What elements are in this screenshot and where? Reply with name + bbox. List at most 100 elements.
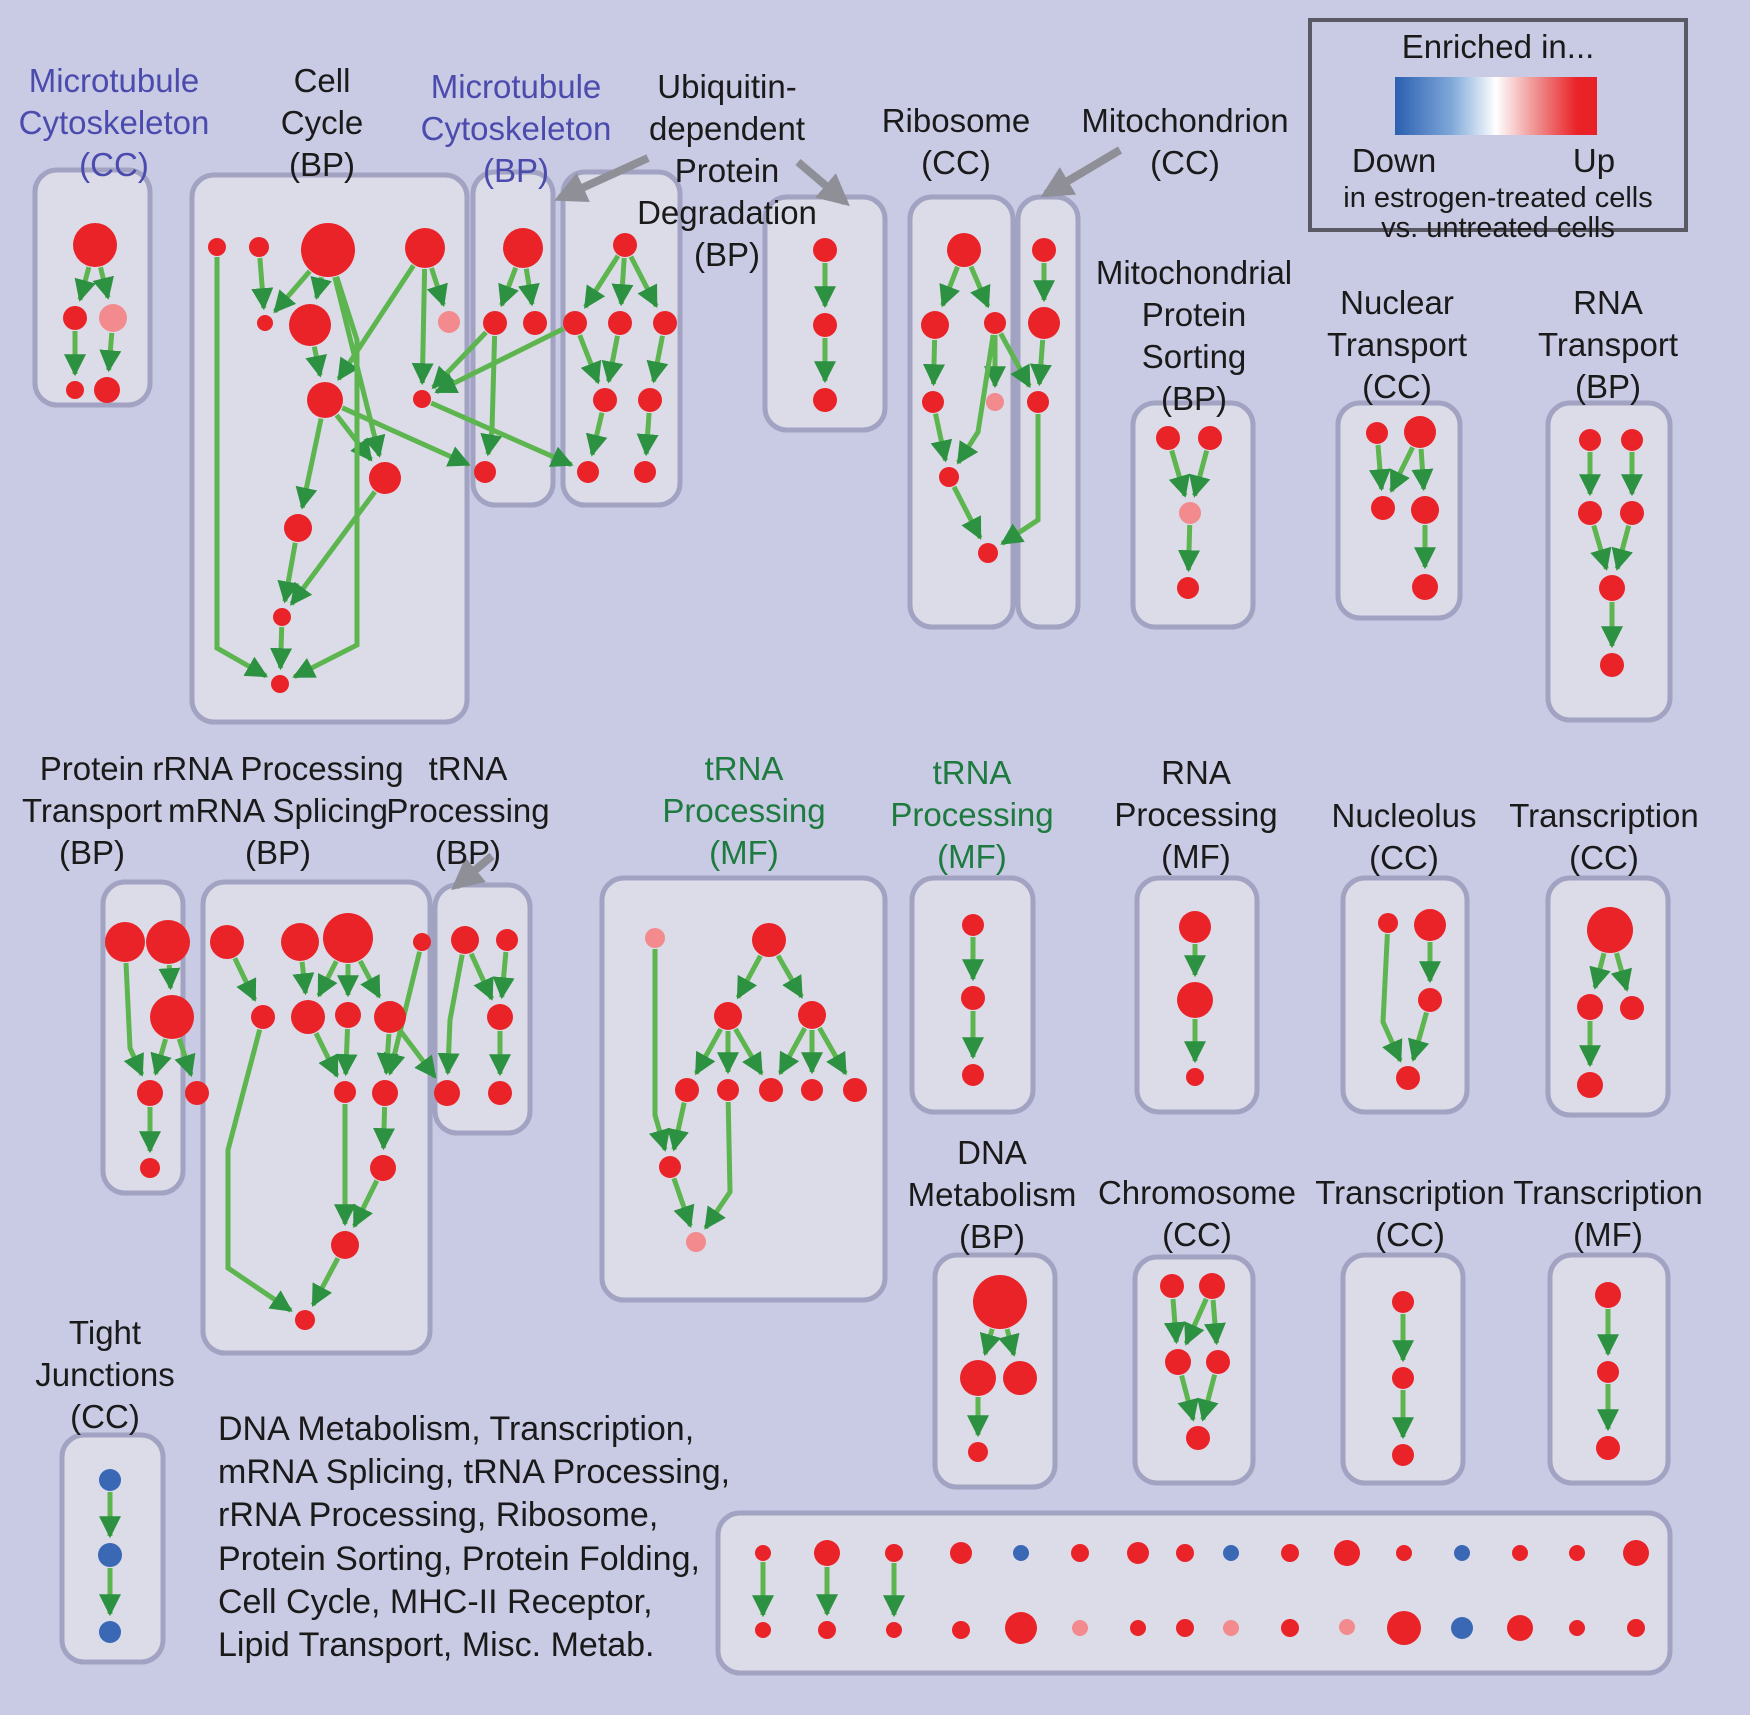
edge-arrow xyxy=(583,254,621,309)
go-term-node xyxy=(1387,1611,1421,1645)
edge-arrow xyxy=(939,265,960,308)
go-term-node xyxy=(1597,1361,1619,1383)
edge-arrow xyxy=(426,267,448,307)
go-term-node xyxy=(947,233,981,267)
legend-gradient-bar xyxy=(1395,77,1597,135)
go-term-node xyxy=(405,228,445,268)
go-term-node xyxy=(1596,1436,1620,1460)
edge-arrow xyxy=(357,959,382,999)
edge-arrow xyxy=(671,1177,695,1228)
go-term-node xyxy=(1595,1282,1621,1308)
edge-arrow xyxy=(123,962,145,1077)
go-term-node xyxy=(986,393,1004,411)
label-trna-processing-mf-1: tRNA Processing (MF) xyxy=(662,750,826,871)
box-tcm xyxy=(1545,875,1671,1118)
edge-arrow xyxy=(585,412,608,457)
edge-arrow xyxy=(703,1101,733,1230)
go-term-node xyxy=(289,304,331,346)
edge-arrow xyxy=(1411,448,1434,492)
edge-arrow xyxy=(930,413,953,463)
go-term-node xyxy=(960,1360,996,1396)
go-term-node xyxy=(1032,238,1056,262)
go-term-node xyxy=(98,1543,122,1567)
edge-arrow xyxy=(777,1026,807,1076)
edge-arrow xyxy=(922,339,945,387)
edge-arrow xyxy=(336,264,416,381)
go-term-node xyxy=(1414,909,1446,941)
edge-arrow xyxy=(775,954,804,999)
edge-arrow xyxy=(1177,1374,1199,1422)
edge-arrow xyxy=(1183,1297,1209,1346)
go-term-node xyxy=(885,1544,903,1562)
go-term-node xyxy=(99,304,127,332)
go-term-node xyxy=(281,923,319,961)
go-term-node xyxy=(334,1081,356,1103)
edge-arrow xyxy=(232,957,258,1002)
edge-arrow xyxy=(1168,449,1190,498)
go-term-node xyxy=(813,238,837,262)
go-term-node xyxy=(978,543,998,563)
label-mitochondrial-protein-sorting-bp: Mitochondrial Protein Sorting (BP) xyxy=(1095,254,1293,417)
edge-arrow xyxy=(1589,952,1611,990)
edge-arrow xyxy=(310,1257,341,1307)
go-term-node xyxy=(284,514,312,542)
edge-arrow xyxy=(498,266,519,308)
go-term-node xyxy=(1587,907,1633,953)
go-term-node xyxy=(1599,575,1625,601)
box-rr xyxy=(200,879,433,1356)
go-term-node xyxy=(962,1064,984,1086)
label-misc-cluster-list: DNA Metabolism, Transcription, mRNA Spli… xyxy=(218,1410,731,1664)
go-term-node xyxy=(63,306,87,330)
edge-arrow xyxy=(158,964,181,991)
go-term-node xyxy=(1392,1444,1414,1466)
go-term-node xyxy=(99,1621,121,1643)
go-term-node xyxy=(307,382,343,418)
box-chr xyxy=(1132,1254,1256,1486)
go-term-node xyxy=(1366,422,1388,444)
go-term-node xyxy=(1418,988,1442,1012)
go-term-node xyxy=(755,1622,771,1638)
go-term-node xyxy=(257,315,273,331)
go-term-node xyxy=(886,1622,902,1638)
label-microtubule-cytoskeleton-bp: Microtubule Cytoskeleton (BP) xyxy=(420,68,612,189)
edge-arrow xyxy=(1163,1298,1186,1345)
go-term-node xyxy=(1600,653,1624,677)
go-term-node xyxy=(1392,1367,1414,1389)
edge-arrow xyxy=(1611,524,1633,571)
go-term-node xyxy=(1579,429,1601,451)
go-term-node xyxy=(1206,1350,1230,1374)
edge-arrow xyxy=(636,412,659,457)
edge-arrow xyxy=(214,257,269,679)
go-term-node xyxy=(813,388,837,412)
edge-arrow xyxy=(601,335,624,384)
go-term-node xyxy=(634,461,656,483)
go-term-node xyxy=(94,377,120,403)
go-term-node xyxy=(1339,1619,1355,1635)
edge-arrow xyxy=(99,332,122,373)
go-term-node xyxy=(1156,426,1180,450)
go-term-node xyxy=(331,1231,359,1259)
go-term-node xyxy=(1165,1349,1191,1375)
go-term-node xyxy=(798,1001,826,1029)
edge-arrow xyxy=(1368,444,1391,492)
edge-arrow xyxy=(295,418,324,510)
go-term-node xyxy=(921,311,949,339)
edge-arrow xyxy=(376,1033,399,1076)
go-term-node xyxy=(146,920,190,964)
edge-arrow xyxy=(316,960,339,998)
legend-title: Enriched in... xyxy=(1401,28,1595,65)
edge-arrow xyxy=(480,335,503,457)
edge-arrow xyxy=(968,265,991,309)
go-term-node xyxy=(210,925,244,959)
edge-arrow xyxy=(1590,524,1612,571)
go-term-node xyxy=(759,1078,783,1102)
edge-arrow xyxy=(611,257,634,307)
edge-arrow xyxy=(341,405,471,467)
go-term-node xyxy=(66,381,84,399)
go-term-node xyxy=(99,1469,121,1491)
edge-arrow xyxy=(646,335,669,384)
edge-arrow xyxy=(334,413,373,462)
go-term-node xyxy=(1281,1619,1299,1637)
go-term-node xyxy=(1027,391,1049,413)
go-term-node xyxy=(1396,1066,1420,1090)
